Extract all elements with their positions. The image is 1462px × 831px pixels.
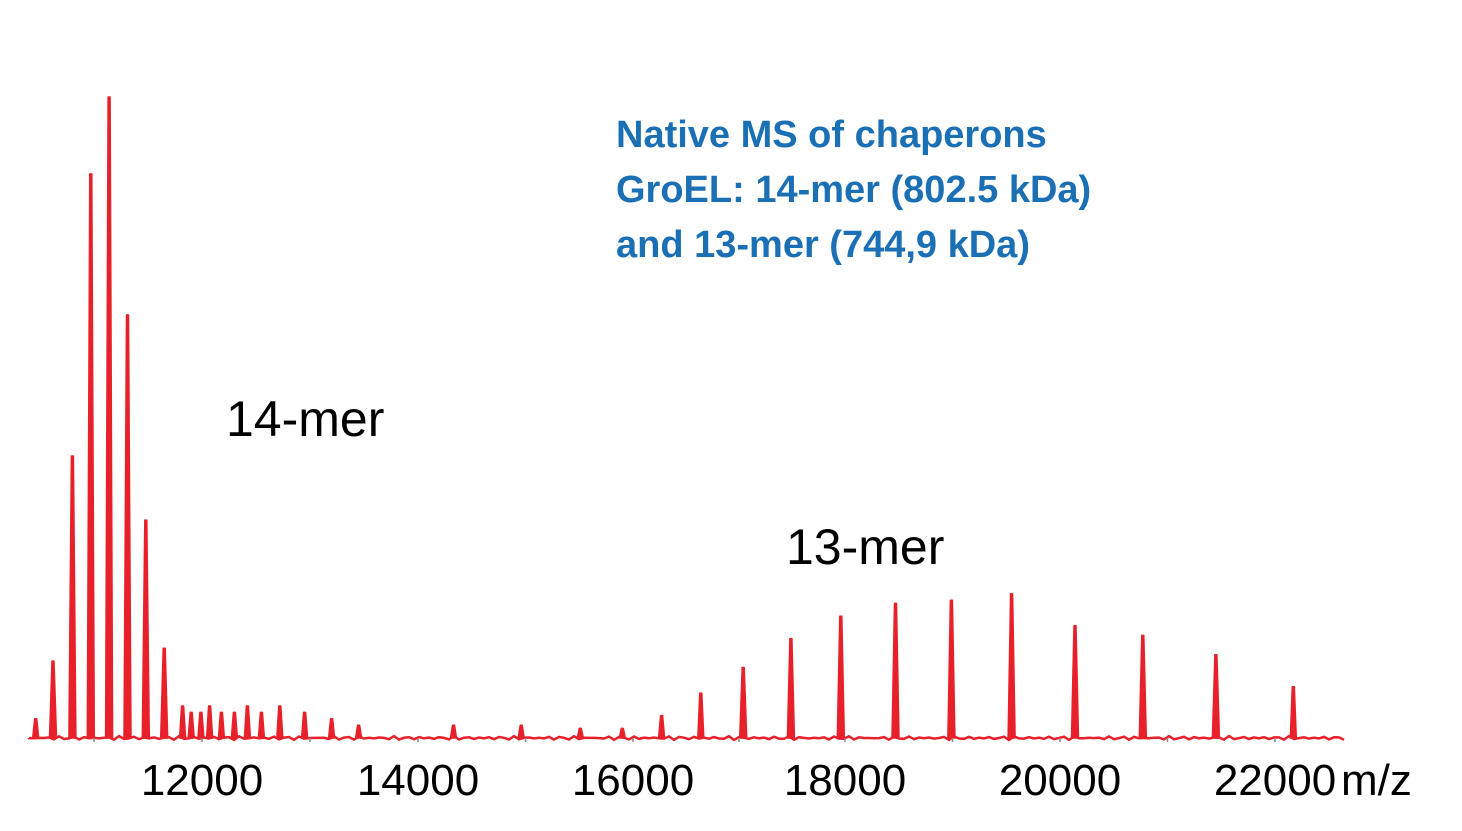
spectrum-peak-3	[86, 173, 96, 739]
spectrum-peak-30	[947, 599, 956, 739]
spectrum-peak-17	[300, 711, 309, 739]
spectrum-peak-6	[141, 519, 151, 739]
annotation-13-mer: 13-mer	[786, 519, 944, 575]
spectrum-peak-23	[618, 727, 627, 739]
spectrum-peak-0	[31, 718, 40, 739]
spectrum-peak-24	[657, 714, 666, 739]
spectrum-peak-16	[276, 705, 284, 739]
spectrum-peak-26	[738, 666, 748, 739]
spectrum-peak-27	[786, 637, 796, 739]
spectrum-peak-31	[1007, 593, 1016, 739]
spectrum-peak-1	[48, 660, 58, 739]
spectrum-peak-14	[243, 705, 252, 739]
chart-title-line-2: GroEL: 14-mer (802.5 kDa)	[616, 169, 1091, 211]
spectrum-peak-15	[257, 711, 266, 739]
spectrum-peak-32	[1070, 625, 1080, 739]
x-tick-label-14000: 14000	[357, 756, 479, 805]
x-axis-label: m/z	[1341, 756, 1412, 805]
spectrum-peak-21	[517, 724, 525, 739]
chart-title-line-3: and 13-mer (744,9 kDa)	[616, 224, 1030, 266]
spectrum-peak-25	[697, 692, 705, 739]
spectrum-baseline	[27, 734, 1345, 742]
x-tick-label-20000: 20000	[999, 756, 1121, 805]
spectrum-peak-9	[187, 711, 195, 739]
spectrum-peak-19	[354, 724, 363, 739]
x-tick-label-18000: 18000	[784, 756, 906, 805]
spectrum-peak-12	[217, 711, 226, 739]
spectrum-peak-20	[449, 724, 458, 739]
spectrum-peak-34	[1211, 653, 1221, 739]
spectrum-peak-4	[104, 96, 114, 739]
chart-title-line-1: Native MS of chaperons	[616, 114, 1047, 156]
plot-area	[27, 96, 1345, 742]
x-axis: 12000 14000 16000 18000 20000 22000	[93, 738, 1336, 805]
spectrum-peak-2	[68, 455, 77, 739]
spectrum-peak-18	[327, 718, 336, 739]
spectrum-peak-28	[836, 615, 846, 739]
annotation-14-mer: 14-mer	[226, 391, 384, 447]
spectrum-peak-7	[159, 647, 169, 739]
spectrum-peak-35	[1289, 685, 1298, 739]
spectrum-peak-29	[891, 602, 900, 739]
spectrum-peak-33	[1138, 634, 1148, 739]
spectrum-peak-5	[123, 314, 132, 739]
spectrum-peak-13	[230, 711, 239, 739]
spectrum-peak-10	[197, 711, 205, 739]
x-tick-label-16000: 16000	[572, 756, 694, 805]
x-tick-label-12000: 12000	[141, 756, 263, 805]
spectrum-peak-11	[205, 705, 214, 739]
spectrum-peak-22	[576, 727, 585, 739]
x-tick-label-22000: 22000	[1214, 756, 1336, 805]
spectrum-peak-8	[178, 705, 187, 739]
